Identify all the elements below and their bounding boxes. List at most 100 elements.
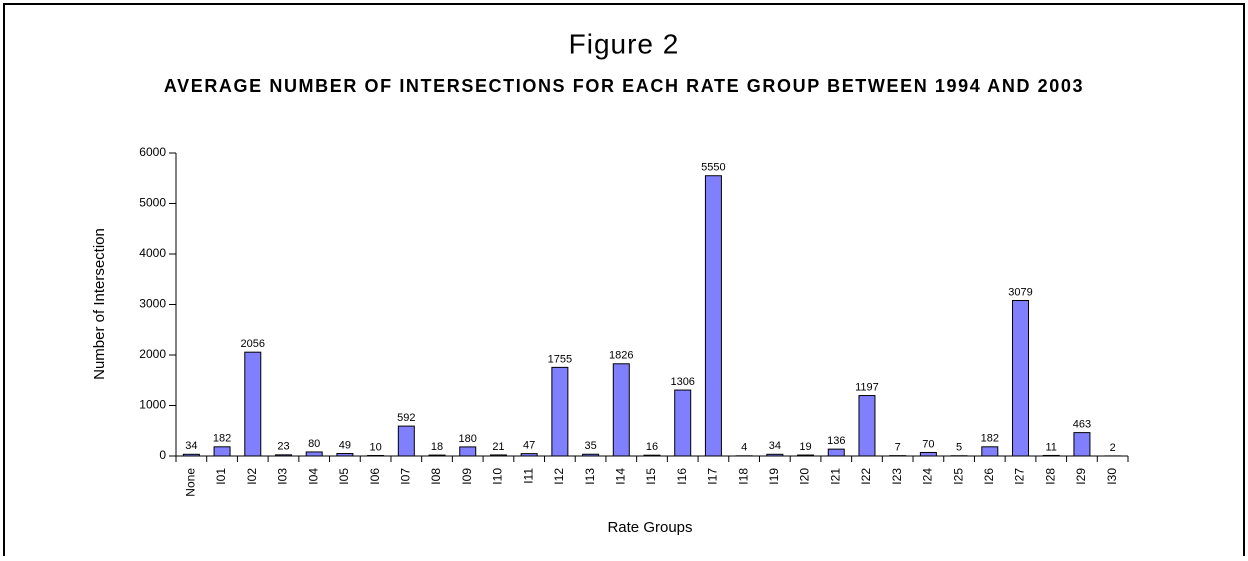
bar [275,455,291,456]
bar [644,455,660,456]
x-tick-label: I15 [644,468,658,485]
bar [245,352,261,456]
x-tick-label: I13 [583,468,597,485]
data-label: 10 [369,441,381,453]
data-label: 182 [981,433,999,445]
bar [429,455,445,456]
data-label: 49 [339,439,351,451]
data-label: 21 [492,441,504,453]
x-axis-label: Rate Groups [607,519,692,536]
data-label: 5550 [701,162,725,174]
bar [982,447,998,456]
data-label: 7 [895,442,901,454]
bar [675,390,691,456]
x-tick-label: I23 [890,468,904,485]
y-tick-label: 3000 [139,297,166,311]
bar [1043,455,1059,456]
bar [521,454,537,456]
bar [552,367,568,456]
data-label: 80 [308,438,320,450]
data-label: 2 [1110,442,1116,454]
bar [398,426,414,456]
x-tick-label: I24 [921,468,935,485]
bar [214,447,230,456]
bar [460,447,476,456]
bar [828,449,844,456]
bar [920,452,936,456]
data-label: 5 [956,442,962,454]
bar [490,455,506,456]
x-tick-label: I16 [675,468,689,485]
x-tick-label: I27 [1013,468,1027,485]
x-tick-label: I17 [706,468,720,485]
data-label: 1197 [855,381,879,393]
x-tick-label: I25 [951,468,965,485]
x-tick-label: I29 [1074,468,1088,485]
bar [705,176,721,456]
y-tick-label: 1000 [139,398,166,412]
data-label: 35 [584,440,596,452]
bar [767,454,783,456]
data-label: 1755 [548,353,572,365]
x-tick-label: I11 [521,468,535,484]
y-tick-label: 0 [159,448,166,462]
bar [798,455,814,456]
data-label: 1306 [670,376,694,388]
data-label: 2056 [241,338,265,350]
x-tick-label: I14 [613,468,627,485]
bar [337,454,353,456]
data-label: 136 [827,435,845,447]
data-label: 16 [646,441,658,453]
data-label: 19 [799,441,811,453]
x-tick-label: I19 [767,468,781,485]
x-tick-label: I09 [460,468,474,485]
x-tick-label: I20 [798,468,812,485]
x-tick-label: None [184,468,198,497]
x-tick-label: I08 [429,468,443,485]
data-label: 1826 [609,350,633,362]
data-label: 18 [431,441,443,453]
x-tick-label: I28 [1043,468,1057,485]
data-label: 34 [769,440,781,452]
y-tick-label: 2000 [139,347,166,361]
x-tick-label: I06 [368,468,382,485]
data-label: 34 [185,440,197,452]
chart-subtitle: AVERAGE NUMBER OF INTERSECTIONS FOR EACH… [164,76,1084,96]
x-tick-label: I05 [337,468,351,485]
data-label: 11 [1046,441,1057,453]
data-label: 4 [741,442,747,454]
bar [183,454,199,456]
x-tick-label: I30 [1105,468,1119,485]
x-tick-label: I07 [398,468,412,485]
y-tick-label: 4000 [139,246,166,260]
data-label: 23 [277,441,289,453]
x-tick-label: I10 [491,468,505,485]
x-tick-label: I01 [214,468,228,485]
y-tick-label: 6000 [139,145,166,159]
x-tick-label: I18 [736,468,750,485]
data-label: 47 [523,440,535,452]
chart-title: Figure 2 [569,28,680,59]
data-label: 180 [459,433,477,445]
data-label: 182 [213,433,231,445]
bar [1074,433,1090,456]
x-tick-label: I04 [306,468,320,485]
y-axis-label: Number of Intersection [91,228,108,380]
data-label: 463 [1073,419,1091,431]
bar [1013,301,1029,456]
bar [368,455,384,456]
bar [306,452,322,456]
bar [859,396,875,456]
x-tick-label: I02 [245,468,259,485]
x-tick-label: I12 [552,468,566,485]
y-tick-label: 5000 [139,196,166,210]
x-tick-label: I26 [982,468,996,485]
bar [613,364,629,456]
x-tick-label: I03 [276,468,290,485]
data-label: 70 [922,438,934,450]
data-label: 592 [397,412,415,424]
data-label: 3079 [1008,286,1032,298]
x-tick-label: I21 [828,468,842,485]
x-tick-label: I22 [859,468,873,485]
